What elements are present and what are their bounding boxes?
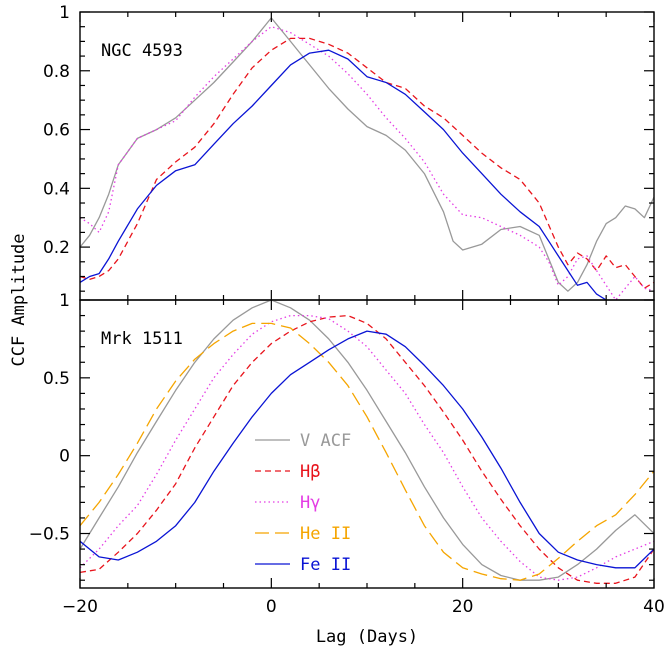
series-line-vacf [80, 300, 654, 581]
series-line-feii [80, 49, 607, 300]
y-tick-label: 0.2 [43, 238, 70, 258]
y-tick-label: 1 [59, 291, 70, 311]
panel-title: NGC 4593 [101, 41, 183, 61]
series-group [80, 17, 654, 300]
series-line-heii [80, 322, 654, 581]
y-tick-label: 1 [59, 3, 70, 23]
x-axis-label: Lag (Days) [316, 627, 418, 647]
x-tick-label: 0 [266, 597, 277, 617]
x-tick-label: 20 [452, 597, 474, 617]
series-line-hgamma [80, 314, 654, 581]
y-axis-label: CCF Amplitude [9, 233, 29, 366]
y-tick-label: 0.8 [43, 62, 70, 82]
legend: V ACF Hβ Hγ He II Fe II [255, 431, 351, 575]
x-tick-label: 40 [643, 597, 665, 617]
series-line-hbeta [80, 37, 654, 289]
legend-label-hbeta: Hβ [300, 462, 320, 482]
y-tick-label: −0.5 [29, 525, 70, 545]
panel-ngc4593: 0.2 0.4 0.6 0.8 1 NGC 4593 [43, 3, 655, 301]
panel-title: Mrk 1511 [101, 329, 183, 349]
y-tick-label: 0 [59, 447, 70, 467]
y-tick-label: 0.5 [43, 369, 70, 389]
legend-label-vacf: V ACF [300, 431, 351, 451]
y-tick-label: 0.4 [43, 179, 70, 199]
legend-label-heii: He II [300, 524, 351, 544]
series-line-hgamma [80, 26, 654, 300]
series-line-hbeta [80, 314, 654, 584]
series-line-feii [80, 330, 654, 569]
panel-mrk1511: −20 0 20 40 −0.5 0 0.5 1 Mrk 1511 [29, 291, 665, 617]
legend-label-hgamma: Hγ [300, 493, 320, 513]
series-group [80, 300, 654, 584]
legend-label-feii: Fe II [300, 555, 351, 575]
y-tick-label: 0.6 [43, 121, 70, 141]
x-tick-label: −20 [62, 597, 98, 617]
